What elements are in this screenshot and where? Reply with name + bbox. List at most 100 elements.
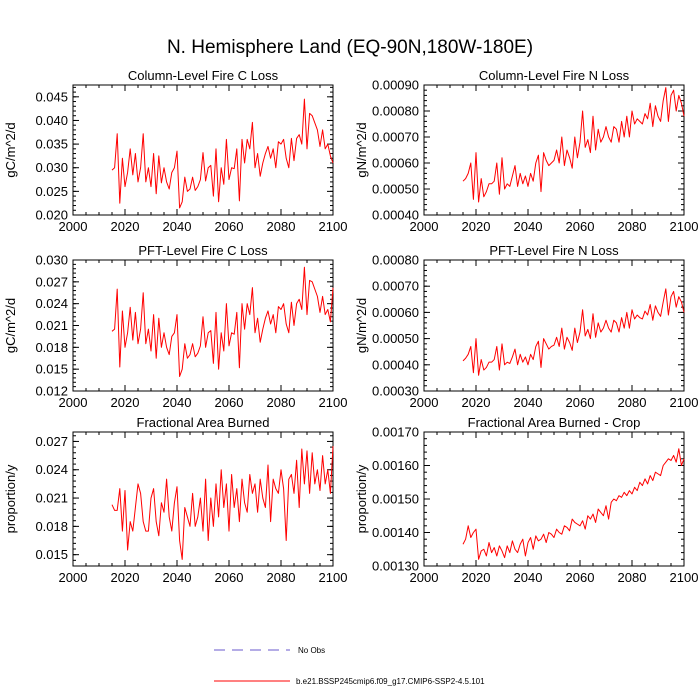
y-tick-label: 0.00140	[372, 525, 419, 540]
y-tick-label: 0.025	[35, 184, 68, 199]
x-tick-label: 2080	[618, 219, 647, 234]
x-tick-label: 2020	[462, 395, 491, 410]
y-tick-label: 0.018	[35, 340, 68, 355]
y-tick-label: 0.020	[35, 208, 68, 223]
x-tick-label: 2000	[410, 570, 439, 585]
y-tick-label: 0.018	[35, 519, 68, 534]
x-tick-label: 2080	[267, 219, 296, 234]
panel-3-series-line	[111, 266, 334, 377]
panel-2-series-line	[462, 87, 685, 203]
y-tick-label: 0.015	[35, 362, 68, 377]
panel-4-series-line	[462, 288, 685, 376]
panel-6-series-line	[462, 448, 685, 560]
x-tick-label: 2000	[59, 219, 88, 234]
y-tick-label: 0.00150	[372, 492, 419, 507]
x-tick-label: 2040	[514, 219, 543, 234]
x-tick-label: 2080	[267, 395, 296, 410]
x-tick-label: 2100	[670, 219, 699, 234]
x-tick-label: 2060	[566, 219, 595, 234]
panel-6: Fractional Area Burned - Crop 2000 2020 204…	[354, 415, 698, 585]
x-tick-label: 2020	[111, 219, 140, 234]
panel-6-ylabel: proportion/y	[354, 464, 369, 533]
y-tick-label: 0.00160	[372, 458, 419, 473]
x-tick-label: 2100	[670, 395, 699, 410]
panel-4-ylabel: gN/m^2/d	[354, 298, 369, 353]
x-tick-label: 2040	[163, 570, 192, 585]
y-tick-label: 0.00040	[372, 208, 419, 223]
panel-3-title: PFT-Level Fire C Loss	[138, 243, 268, 258]
x-tick-label: 2040	[163, 219, 192, 234]
panel-6-title: Fractional Area Burned - Crop	[468, 415, 641, 430]
x-tick-label: 2020	[111, 395, 140, 410]
x-tick-label: 2100	[319, 570, 348, 585]
panel-5: Fractional Area Burned 2000 2020 2040 2060 20…	[3, 415, 347, 585]
y-tick-label: 0.030	[35, 253, 68, 268]
y-tick-label: 0.00060	[372, 305, 419, 320]
panel-4: PFT-Level Fire N Loss 2000 2020 2040 2060 208…	[354, 243, 698, 410]
y-tick-label: 0.015	[35, 547, 68, 562]
y-tick-label: 0.021	[35, 318, 68, 333]
y-tick-label: 0.00070	[372, 279, 419, 294]
y-tick-label: 0.00130	[372, 559, 419, 574]
x-tick-label: 2100	[319, 395, 348, 410]
x-tick-label: 2000	[410, 219, 439, 234]
x-tick-label: 2040	[514, 570, 543, 585]
x-tick-label: 2020	[462, 570, 491, 585]
y-tick-label: 0.027	[35, 434, 68, 449]
legend-model-label: b.e21.BSSP245cmip6.f09_g17.CMIP6-SSP2-4.…	[296, 677, 485, 686]
x-tick-label: 2060	[215, 395, 244, 410]
y-tick-label: 0.00080	[372, 253, 419, 268]
panel-4-frame	[423, 259, 685, 392]
y-tick-label: 0.00090	[372, 78, 419, 93]
panel-3-ylabel: gC/m^2/d	[3, 298, 18, 353]
x-tick-label: 2080	[618, 570, 647, 585]
panel-1-frame	[72, 84, 334, 216]
y-tick-label: 0.00080	[372, 104, 419, 119]
y-tick-label: 0.00030	[372, 384, 419, 399]
y-tick-label: 0.012	[35, 384, 68, 399]
x-tick-label: 2060	[215, 570, 244, 585]
y-tick-label: 0.045	[35, 89, 68, 104]
x-tick-label: 2020	[462, 219, 491, 234]
x-tick-label: 2040	[514, 395, 543, 410]
panel-5-frame	[72, 431, 334, 567]
x-tick-label: 2000	[410, 395, 439, 410]
x-tick-label: 2000	[59, 570, 88, 585]
x-tick-label: 2080	[267, 570, 296, 585]
legend: No Obs b.e21.BSSP245cmip6.f09_g17.CMIP6-…	[214, 646, 485, 686]
panel-2: Column-Level Fire N Loss 2000 2020 2040 2060…	[354, 68, 698, 234]
y-tick-label: 0.00050	[372, 182, 419, 197]
figure-title: N. Hemisphere Land (EQ-90N,180W-180E)	[167, 37, 533, 58]
y-tick-label: 0.027	[35, 274, 68, 289]
y-tick-label: 0.00040	[372, 357, 419, 372]
x-tick-label: 2020	[111, 570, 140, 585]
x-tick-label: 2000	[59, 395, 88, 410]
panel-1-series-line	[111, 98, 334, 209]
x-tick-label: 2060	[566, 570, 595, 585]
y-tick-label: 0.024	[35, 296, 68, 311]
y-tick-label: 0.021	[35, 491, 68, 506]
x-tick-label: 2080	[618, 395, 647, 410]
panel-2-title: Column-Level Fire N Loss	[479, 68, 630, 83]
y-tick-label: 0.00070	[372, 130, 419, 145]
y-tick-label: 0.024	[35, 462, 68, 477]
y-tick-label: 0.030	[35, 160, 68, 175]
y-tick-label: 0.040	[35, 113, 68, 128]
panel-2-ylabel: gN/m^2/d	[354, 122, 369, 177]
x-tick-label: 2060	[215, 219, 244, 234]
legend-obs-label: No Obs	[298, 646, 325, 655]
panel-2-frame	[423, 84, 685, 216]
panel-1: Column-Level Fire C Loss 2000 2020 2040 2060…	[3, 68, 347, 234]
y-tick-label: 0.00170	[372, 425, 419, 440]
y-tick-label: 0.00050	[372, 331, 419, 346]
y-tick-label: 0.035	[35, 137, 68, 152]
x-tick-label: 2040	[163, 395, 192, 410]
panel-5-series-line	[111, 446, 334, 560]
y-tick-label: 0.00060	[372, 156, 419, 171]
panel-5-ylabel: proportion/y	[3, 464, 18, 533]
panel-6-frame	[423, 431, 685, 567]
x-tick-label: 2100	[319, 219, 348, 234]
x-tick-label: 2100	[670, 570, 699, 585]
panel-5-title: Fractional Area Burned	[137, 415, 270, 430]
